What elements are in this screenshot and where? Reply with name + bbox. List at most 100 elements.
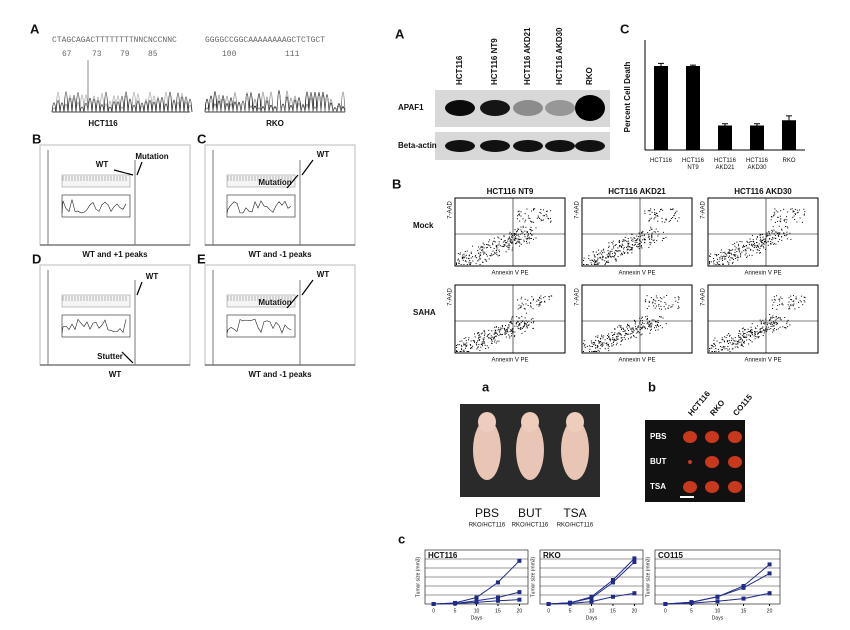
dot: [623, 252, 625, 254]
dot: [602, 252, 604, 254]
dot: [722, 264, 724, 265]
dot: [595, 336, 597, 338]
dot: [674, 297, 676, 299]
dot: [514, 229, 516, 231]
marker: [610, 594, 615, 599]
dot: [483, 253, 485, 255]
dot: [483, 341, 485, 343]
dot: [515, 231, 517, 233]
dot: [751, 244, 753, 246]
sequence: GGGGCCGGCAAAAAAAAGCTCTGCT: [205, 36, 325, 45]
dot: [627, 238, 629, 240]
dot: [722, 259, 724, 261]
dot: [470, 262, 472, 264]
dot: [474, 336, 476, 338]
panel-letter: a: [482, 379, 490, 394]
dot: [480, 333, 482, 335]
dot: [746, 331, 748, 333]
dot: [631, 243, 633, 245]
dot: [799, 209, 801, 211]
dot: [614, 339, 616, 341]
dot: [741, 343, 743, 345]
position: 79: [120, 50, 130, 59]
dot: [529, 218, 531, 220]
dot: [495, 335, 497, 337]
dot: [511, 316, 513, 318]
dot: [738, 247, 740, 249]
dot: [645, 299, 647, 301]
y-axis-label: Tumor size (mm3): [645, 556, 651, 597]
dot: [640, 334, 642, 336]
dot: [793, 215, 795, 217]
dot: [756, 236, 758, 238]
dot: [510, 318, 512, 320]
panel-letter: A: [30, 21, 40, 36]
dot: [669, 219, 671, 221]
dot: [676, 220, 678, 222]
dot: [754, 338, 756, 340]
dot: [482, 338, 484, 340]
dot: [530, 305, 532, 307]
dot: [743, 329, 745, 331]
dot: [657, 319, 659, 321]
dot: [613, 245, 615, 247]
dot: [608, 245, 610, 247]
dot: [734, 245, 736, 247]
dot: [457, 258, 459, 260]
dot: [748, 254, 750, 256]
dot: [640, 320, 642, 322]
dot: [741, 251, 743, 253]
dot: [791, 299, 793, 301]
arrow: [113, 169, 134, 176]
dot: [532, 318, 534, 320]
dot: [511, 332, 513, 334]
dot: [498, 243, 500, 245]
dot: [537, 215, 539, 217]
column-title: HCT116 AKD21: [608, 187, 666, 196]
dot: [598, 340, 600, 342]
dot: [717, 349, 719, 351]
dot: [773, 325, 775, 327]
dot: [457, 344, 459, 346]
dot: [772, 230, 774, 232]
dot: [790, 304, 792, 306]
dot: [592, 351, 594, 352]
dot: [494, 331, 496, 333]
dot: [627, 242, 629, 244]
dot: [615, 259, 617, 261]
dot: [732, 249, 734, 251]
dot: [512, 331, 514, 333]
dot: [710, 261, 712, 263]
dot: [750, 248, 752, 250]
dot: [626, 323, 628, 325]
dot: [620, 245, 622, 247]
dot: [795, 214, 797, 216]
dot: [547, 217, 549, 219]
dot: [597, 345, 599, 347]
dot: [769, 237, 771, 239]
band: [513, 140, 543, 152]
dot: [587, 264, 589, 265]
dot: [743, 336, 745, 338]
dot: [483, 251, 485, 253]
dot: [486, 255, 488, 257]
dot: [594, 260, 596, 262]
dot: [770, 317, 772, 319]
dot: [648, 300, 650, 302]
dot: [648, 238, 650, 240]
dot: [655, 321, 657, 323]
dot: [737, 256, 739, 258]
dot: [640, 324, 642, 326]
dot: [773, 211, 775, 213]
dot: [804, 301, 806, 303]
dot: [722, 263, 724, 265]
dot: [641, 232, 643, 234]
dot: [725, 253, 727, 255]
dot: [768, 233, 770, 235]
dot: [538, 300, 540, 302]
dot: [470, 257, 472, 259]
dot: [583, 343, 584, 345]
y-axis-label: 7-AAD: [701, 200, 707, 218]
dot: [737, 255, 739, 257]
dot: [632, 327, 634, 329]
